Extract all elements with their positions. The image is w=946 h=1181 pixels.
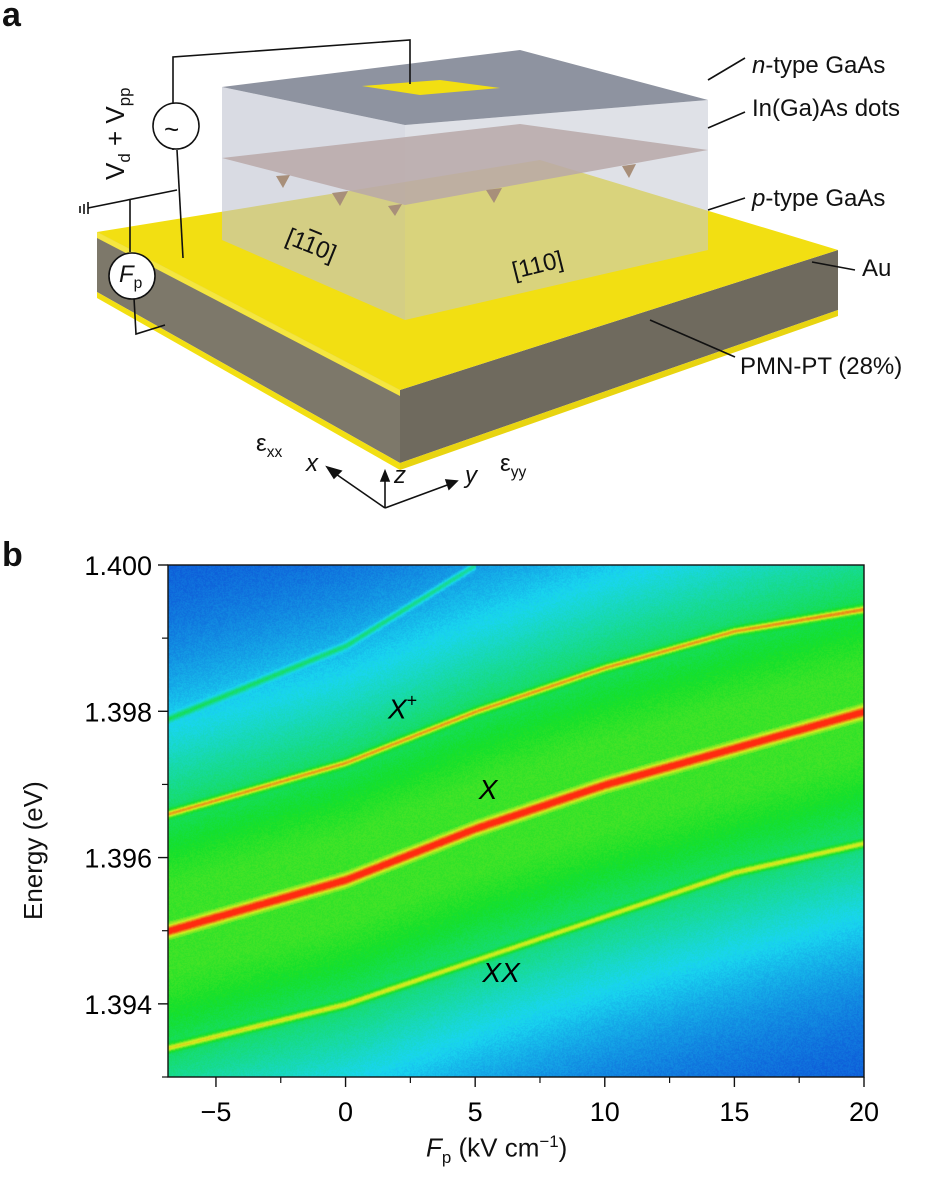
chart-axes: −5 0 5 10 15 201.3941.3961.3981.400X+XXX [0, 0, 946, 1181]
x-tick-label: 20 [849, 1097, 879, 1127]
y-tick-label: 1.394 [84, 990, 152, 1020]
x-axis-label: Fp (kV cm−1) [426, 1132, 567, 1168]
plot-frame [168, 565, 864, 1077]
x-tick-label: 0 [338, 1097, 353, 1127]
x-tick-label: 10 [590, 1097, 620, 1127]
x-tick-label: −5 [201, 1097, 232, 1127]
x-tick-label: 15 [719, 1097, 749, 1127]
y-tick-label: 1.400 [84, 551, 152, 581]
series-label-x: X [478, 774, 499, 805]
x-tick-label: 5 [468, 1097, 483, 1127]
series-label-xplus: X+ [387, 691, 417, 725]
y-tick-label: 1.398 [84, 697, 152, 727]
y-axis-label: Energy (eV) [18, 781, 49, 920]
series-label-xx: XX [481, 957, 521, 988]
y-tick-label: 1.396 [84, 844, 152, 874]
